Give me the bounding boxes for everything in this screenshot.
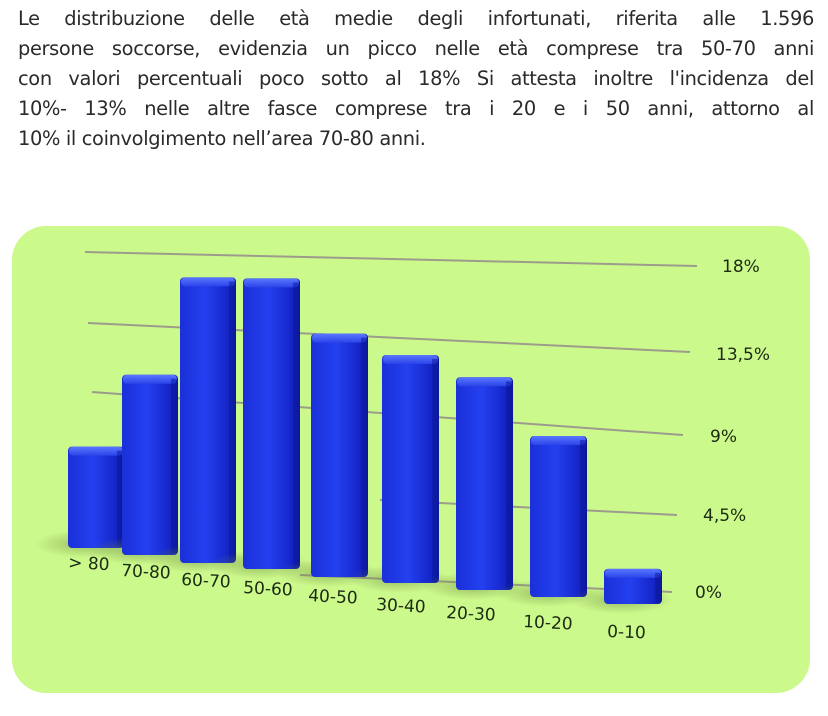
gridline <box>87 322 691 353</box>
paragraph-line-1: Le distribuzione delle età medie degli i… <box>18 7 814 30</box>
x-category-label: 30-40 <box>376 595 426 618</box>
description-paragraph: Le distribuzione delle età medie degli i… <box>18 4 814 154</box>
paragraph-line-4: 10%- 13% nelle altre fasce comprese tra … <box>18 97 814 120</box>
x-axis-categories: > 80 70-80 60-70 50-60 40-50 30-40 20-30 10-20 0… <box>68 553 646 643</box>
y-tick-label: 13,5% <box>716 345 770 365</box>
x-category-label: 60-70 <box>181 570 231 593</box>
x-category-label: 0-10 <box>607 622 646 643</box>
gridline <box>84 251 698 267</box>
x-category-label: 40-50 <box>308 586 358 609</box>
y-axis-ticks: 0% 4,5% 9% 13,5% 18% <box>695 257 770 603</box>
bars <box>34 277 674 614</box>
y-tick-label: 0% <box>695 583 722 603</box>
y-tick-label: 9% <box>710 427 737 447</box>
x-category-label: 50-60 <box>243 578 293 601</box>
bar-50-60 <box>243 278 300 569</box>
bar-30-40 <box>382 354 439 583</box>
bar-20-30 <box>456 377 513 590</box>
bar-10-20 <box>530 436 587 597</box>
bar-60-70 <box>180 277 236 563</box>
paragraph-line-2: persone soccorse, evidenzia un picco nel… <box>18 37 814 60</box>
x-category-label: 70-80 <box>121 561 171 584</box>
x-category-label: 10-20 <box>523 612 573 635</box>
bar-70-80 <box>122 374 178 555</box>
paragraph-line-3: con valori percentuali poco sotto al 18%… <box>18 67 814 90</box>
y-tick-label: 18% <box>722 257 760 277</box>
x-category-label: 20-30 <box>446 603 496 626</box>
y-tick-label: 4,5% <box>703 506 746 526</box>
bar-80 <box>68 446 124 548</box>
x-category-label: > 80 <box>68 553 110 575</box>
paragraph-line-5: 10% il coinvolgimento nell’area 70-80 an… <box>18 127 426 150</box>
bar-40-50 <box>311 333 368 577</box>
bar-0-10 <box>604 568 662 604</box>
